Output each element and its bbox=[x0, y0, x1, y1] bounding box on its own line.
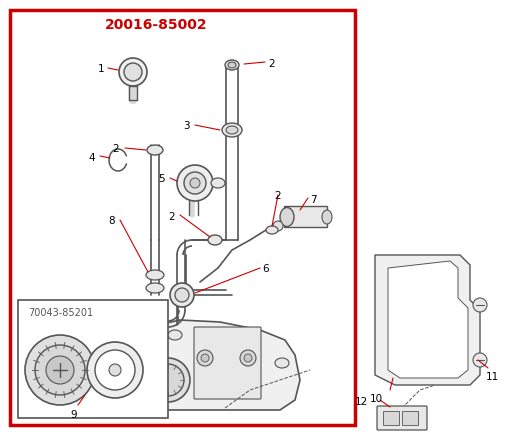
Text: 6: 6 bbox=[262, 264, 269, 274]
Circle shape bbox=[35, 345, 85, 395]
Circle shape bbox=[201, 354, 209, 362]
Text: 20016-85002: 20016-85002 bbox=[105, 18, 208, 32]
Polygon shape bbox=[158, 320, 300, 410]
Circle shape bbox=[184, 172, 206, 194]
Text: 7: 7 bbox=[310, 195, 316, 205]
Text: 2: 2 bbox=[268, 59, 275, 69]
Circle shape bbox=[473, 298, 487, 312]
Ellipse shape bbox=[226, 126, 238, 134]
Circle shape bbox=[190, 178, 200, 188]
Ellipse shape bbox=[280, 208, 294, 226]
Ellipse shape bbox=[228, 62, 236, 68]
Ellipse shape bbox=[266, 226, 278, 234]
Ellipse shape bbox=[322, 210, 332, 224]
Ellipse shape bbox=[211, 178, 225, 188]
Circle shape bbox=[177, 165, 213, 201]
Ellipse shape bbox=[275, 358, 289, 368]
Text: 10: 10 bbox=[370, 394, 383, 404]
FancyBboxPatch shape bbox=[18, 300, 168, 418]
Ellipse shape bbox=[147, 145, 163, 155]
Ellipse shape bbox=[168, 330, 182, 340]
Text: 9: 9 bbox=[70, 410, 76, 420]
Circle shape bbox=[175, 288, 189, 302]
Text: 2: 2 bbox=[112, 144, 118, 154]
Text: 5: 5 bbox=[158, 174, 165, 184]
Circle shape bbox=[95, 350, 135, 390]
Circle shape bbox=[146, 358, 190, 402]
Ellipse shape bbox=[225, 60, 239, 70]
Text: 12: 12 bbox=[355, 397, 369, 407]
FancyBboxPatch shape bbox=[383, 411, 399, 425]
FancyBboxPatch shape bbox=[194, 327, 261, 399]
Text: 8: 8 bbox=[108, 216, 115, 226]
Circle shape bbox=[244, 354, 252, 362]
Circle shape bbox=[46, 356, 74, 384]
Ellipse shape bbox=[222, 123, 242, 137]
Circle shape bbox=[119, 58, 147, 86]
Circle shape bbox=[87, 342, 143, 398]
Circle shape bbox=[124, 63, 142, 81]
Circle shape bbox=[197, 350, 213, 366]
Polygon shape bbox=[375, 255, 480, 385]
Ellipse shape bbox=[146, 270, 164, 280]
Polygon shape bbox=[388, 261, 468, 378]
Circle shape bbox=[109, 364, 121, 376]
Ellipse shape bbox=[146, 283, 164, 293]
Circle shape bbox=[170, 283, 194, 307]
FancyBboxPatch shape bbox=[402, 411, 418, 425]
Circle shape bbox=[25, 335, 95, 405]
Circle shape bbox=[273, 221, 283, 231]
Text: 2: 2 bbox=[168, 212, 175, 222]
Text: 3: 3 bbox=[183, 121, 190, 131]
Circle shape bbox=[240, 350, 256, 366]
Text: 70043-85201: 70043-85201 bbox=[28, 308, 93, 318]
Ellipse shape bbox=[208, 235, 222, 245]
Text: 4: 4 bbox=[88, 153, 95, 163]
Text: 1: 1 bbox=[98, 64, 105, 74]
FancyBboxPatch shape bbox=[285, 207, 328, 228]
Text: 11: 11 bbox=[486, 372, 499, 382]
Text: 2: 2 bbox=[274, 191, 280, 201]
Circle shape bbox=[473, 353, 487, 367]
FancyBboxPatch shape bbox=[377, 406, 427, 430]
Circle shape bbox=[152, 364, 184, 396]
